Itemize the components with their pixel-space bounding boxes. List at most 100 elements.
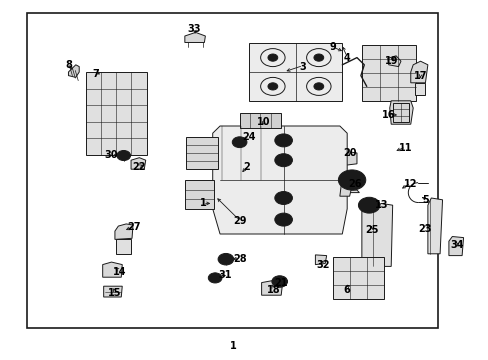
FancyArrowPatch shape [69, 66, 72, 69]
Circle shape [358, 197, 379, 213]
Polygon shape [339, 184, 351, 196]
FancyArrowPatch shape [96, 72, 99, 74]
Polygon shape [131, 158, 145, 169]
FancyArrowPatch shape [286, 66, 300, 71]
FancyArrowPatch shape [369, 227, 372, 230]
FancyArrowPatch shape [396, 148, 403, 151]
Circle shape [313, 83, 323, 90]
FancyArrowPatch shape [422, 197, 425, 200]
Bar [85, 72, 146, 155]
FancyArrowPatch shape [217, 199, 237, 219]
FancyArrowPatch shape [126, 227, 132, 230]
Polygon shape [344, 190, 359, 193]
Polygon shape [102, 262, 122, 277]
FancyArrowPatch shape [391, 113, 395, 116]
FancyArrowPatch shape [205, 202, 209, 205]
Bar [392, 103, 408, 122]
FancyArrowPatch shape [262, 121, 264, 125]
FancyArrowPatch shape [418, 75, 421, 78]
Circle shape [117, 150, 130, 161]
FancyArrowPatch shape [320, 261, 323, 264]
Polygon shape [315, 255, 326, 265]
Circle shape [274, 154, 292, 167]
FancyArrowPatch shape [116, 269, 119, 271]
Polygon shape [427, 198, 442, 254]
Polygon shape [68, 65, 79, 77]
Circle shape [208, 273, 222, 283]
Bar [414, 83, 425, 95]
Polygon shape [261, 281, 282, 295]
Polygon shape [184, 32, 205, 42]
Polygon shape [212, 126, 346, 234]
Bar [332, 257, 383, 299]
Text: 26: 26 [347, 179, 361, 189]
FancyArrowPatch shape [390, 58, 394, 60]
Text: 29: 29 [232, 216, 246, 226]
Polygon shape [342, 152, 356, 166]
Polygon shape [448, 237, 463, 256]
FancyArrowPatch shape [139, 165, 142, 167]
FancyArrowPatch shape [345, 285, 348, 288]
Text: 21: 21 [274, 278, 287, 288]
Polygon shape [249, 43, 342, 101]
Text: 32: 32 [315, 260, 329, 270]
Circle shape [267, 54, 277, 61]
Text: 6: 6 [343, 285, 350, 295]
Text: 30: 30 [104, 150, 118, 160]
Circle shape [232, 137, 246, 148]
FancyArrowPatch shape [113, 289, 116, 292]
Text: 7: 7 [92, 69, 99, 79]
Circle shape [274, 192, 292, 204]
Text: 13: 13 [374, 200, 387, 210]
Text: 11: 11 [398, 143, 412, 153]
Text: 3: 3 [299, 62, 306, 72]
Text: 12: 12 [403, 179, 417, 189]
Text: 2: 2 [243, 162, 250, 172]
Text: 22: 22 [132, 162, 146, 172]
Circle shape [218, 253, 233, 265]
FancyArrowPatch shape [342, 47, 346, 54]
FancyArrowPatch shape [455, 242, 457, 245]
FancyArrowPatch shape [243, 137, 246, 140]
Polygon shape [389, 101, 412, 124]
FancyArrowPatch shape [114, 154, 119, 156]
Bar [116, 239, 131, 254]
Text: 18: 18 [266, 285, 280, 295]
FancyArrowPatch shape [233, 257, 236, 260]
Bar [361, 45, 415, 101]
FancyArrowPatch shape [402, 184, 407, 188]
Polygon shape [410, 61, 427, 83]
Bar [185, 137, 217, 169]
Text: 10: 10 [257, 117, 270, 127]
FancyArrowPatch shape [271, 285, 274, 288]
Polygon shape [387, 56, 400, 67]
Text: 1: 1 [230, 341, 237, 351]
Circle shape [267, 83, 277, 90]
Text: 19: 19 [384, 56, 397, 66]
Text: 5: 5 [421, 195, 428, 205]
Circle shape [346, 176, 357, 184]
FancyArrowPatch shape [334, 48, 341, 51]
Circle shape [338, 170, 365, 190]
Text: 23: 23 [418, 224, 431, 234]
Bar [239, 113, 281, 128]
Text: 8: 8 [65, 60, 72, 70]
FancyArrowPatch shape [222, 273, 225, 276]
Text: 25: 25 [364, 225, 378, 235]
Text: 34: 34 [449, 240, 463, 250]
Text: 16: 16 [381, 110, 395, 120]
Text: 17: 17 [413, 71, 427, 81]
Text: 24: 24 [242, 132, 256, 142]
FancyArrowPatch shape [347, 152, 350, 155]
Text: 14: 14 [113, 267, 126, 277]
Text: 15: 15 [108, 288, 122, 298]
FancyArrowPatch shape [425, 225, 427, 228]
Circle shape [271, 276, 287, 287]
Polygon shape [103, 286, 122, 297]
Bar [27, 13, 437, 328]
FancyArrowPatch shape [243, 168, 245, 172]
Circle shape [313, 54, 323, 61]
Text: 1: 1 [199, 198, 206, 208]
Text: 33: 33 [187, 24, 201, 34]
Polygon shape [362, 209, 376, 213]
